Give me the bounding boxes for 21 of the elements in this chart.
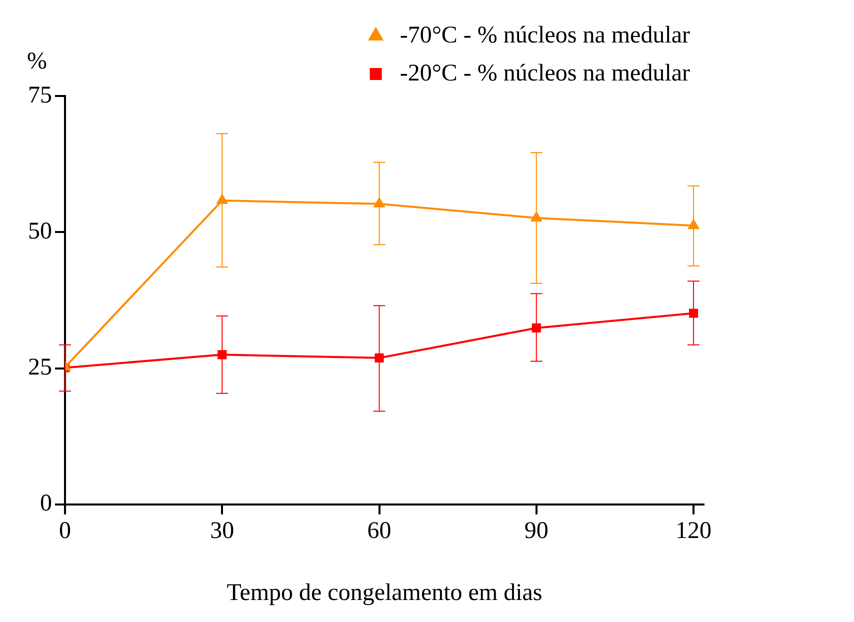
point: [374, 198, 385, 208]
point: [218, 350, 227, 360]
legend-label: -20°C - % núcleos na medular: [400, 60, 690, 86]
x-tick-label: 90: [524, 518, 548, 544]
y-tick-label: 75: [28, 82, 52, 108]
x-tick-label: 30: [210, 518, 234, 544]
x-axis-title: Tempo de congelamento em dias: [226, 580, 542, 606]
point: [532, 323, 541, 333]
y-tick-label: 25: [28, 354, 52, 381]
x-tick-label: 120: [676, 518, 712, 544]
point: [374, 353, 384, 362]
point: [531, 212, 542, 222]
y-tick-label: 0: [40, 490, 52, 517]
point: [688, 308, 698, 318]
point: [216, 194, 228, 204]
x-tick-label: 60: [367, 518, 392, 544]
point: [688, 220, 699, 230]
legend-label: -70°C - % núcleos na medular: [400, 22, 690, 48]
y-tick-label: 50: [28, 218, 52, 244]
x-tick-label: 0: [59, 518, 71, 544]
y-axis-title: %: [27, 48, 47, 74]
